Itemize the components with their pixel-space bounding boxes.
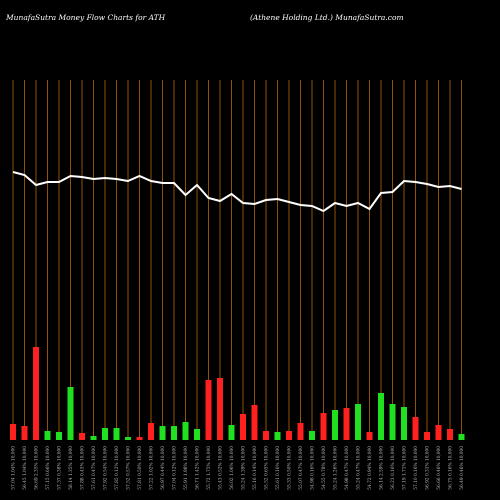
bar [401, 407, 407, 440]
x-tick-label: 55.91 1.98% 10,000 [184, 446, 189, 490]
bar [389, 404, 396, 440]
bar [435, 425, 442, 440]
x-tick-label: 56.75 0.16% 10,000 [449, 446, 454, 490]
x-tick-label: 55.24 0.47% 10,000 [357, 446, 362, 490]
x-tick-label: 57.85 0.12% 10,000 [115, 446, 120, 490]
bar [355, 404, 361, 440]
bar [79, 433, 85, 440]
x-tick-label: 57.04 1.04% 10,000 [12, 446, 17, 490]
bar [263, 431, 269, 440]
bar [274, 432, 281, 440]
x-tick-label: 56.92 0.31% 10,000 [426, 446, 431, 490]
x-tick-label: 57.37 0.38% 10,000 [58, 446, 63, 490]
bar [412, 417, 419, 440]
bar [343, 408, 350, 440]
x-tick-label: 55.61 0.16% 10,000 [276, 446, 281, 490]
x-tick-label: 57.19 1.71% 10,000 [403, 446, 408, 490]
bar [136, 437, 143, 440]
x-tick-label: 57.04 0.12% 10,000 [173, 446, 178, 490]
x-tick-label: 57.22 1.02% 10,000 [150, 446, 155, 490]
bar [366, 432, 373, 440]
bar [378, 393, 384, 440]
x-tick-label: 55.24 1.39% 10,000 [242, 446, 247, 490]
x-tick-label: 57.81 0.50% 10,000 [138, 446, 143, 490]
x-tick-label: 54.98 0.47% 10,000 [345, 446, 350, 490]
bar [113, 428, 120, 440]
x-tick-label: 56.66 0.46% 10,000 [437, 446, 442, 490]
x-tick-label: 55.43 0.52% 10,000 [219, 446, 224, 490]
bar [90, 436, 97, 440]
x-tick-label: 56.71 1.42% 10,000 [196, 446, 201, 490]
x-tick-label: 55.72 1.75% 10,000 [207, 446, 212, 490]
bar [286, 431, 292, 440]
bar [44, 431, 51, 440]
x-tick-label: 55.33 0.50% 10,000 [288, 446, 293, 490]
bar [424, 432, 430, 440]
bar [56, 432, 62, 440]
bar [228, 425, 235, 440]
bar [148, 423, 154, 440]
x-tick-label: 56.45 1.04% 10,000 [23, 446, 28, 490]
bar [320, 413, 327, 440]
bar [33, 347, 39, 440]
x-tick-label: 54.55 0.78% 10,000 [322, 446, 327, 490]
x-tick-label: 56.02 1.06% 10,000 [230, 446, 235, 490]
x-tick-label: 57.92 0.54% 10,000 [104, 446, 109, 490]
bar [194, 429, 200, 440]
bar [182, 422, 189, 440]
bar [10, 424, 16, 440]
x-tick-label: 56.14 2.59% 10,000 [380, 446, 385, 490]
x-tick-label: 56.49 0.46% 10,000 [460, 446, 465, 490]
bar [332, 410, 338, 440]
x-tick-label: 56.69 2.35% 10,000 [35, 446, 40, 490]
price-line [12, 171, 462, 213]
bar [458, 434, 465, 440]
x-tick-label: 57.15 0.66% 10,000 [46, 446, 51, 490]
bar [297, 423, 304, 440]
chart-subtitle: (Athene Holding Ltd.) MunafaSutra.com [250, 13, 404, 22]
x-tick-label: 54.72 0.94% 10,000 [368, 446, 373, 490]
x-tick-label: 55.16 0.14% 10,000 [253, 446, 258, 490]
x-tick-label: 57.10 0.16% 10,000 [414, 446, 419, 490]
x-tick-label: 54.98 0.16% 10,000 [311, 446, 316, 490]
bar [251, 405, 258, 440]
x-tick-label: 56.23 0.16% 10,000 [391, 446, 396, 490]
x-tick-label: 58.14 1.35% 10,000 [69, 446, 74, 490]
chart-title: MunafaSutra Money Flow Charts for ATH [5, 13, 166, 22]
bar [217, 378, 223, 440]
x-tick-label: 55.24 1.26% 10,000 [334, 446, 339, 490]
x-tick-label: 56.97 0.44% 10,000 [161, 446, 166, 490]
bar [447, 429, 453, 440]
bar [21, 426, 28, 440]
bar [125, 437, 131, 440]
x-tick-label: 55.52 0.65% 10,000 [265, 446, 270, 490]
bar [240, 414, 246, 440]
x-tick-label: 57.52 0.57% 10,000 [127, 446, 132, 490]
x-tick-label: 57.61 0.47% 10,000 [92, 446, 97, 490]
bar [67, 387, 74, 440]
bar [171, 426, 177, 440]
bar [102, 428, 108, 440]
bar [309, 431, 315, 440]
bar [205, 380, 212, 440]
bar [159, 426, 166, 440]
x-tick-label: 57.88 0.45% 10,000 [81, 446, 86, 490]
x-tick-label: 55.07 0.47% 10,000 [299, 446, 304, 490]
